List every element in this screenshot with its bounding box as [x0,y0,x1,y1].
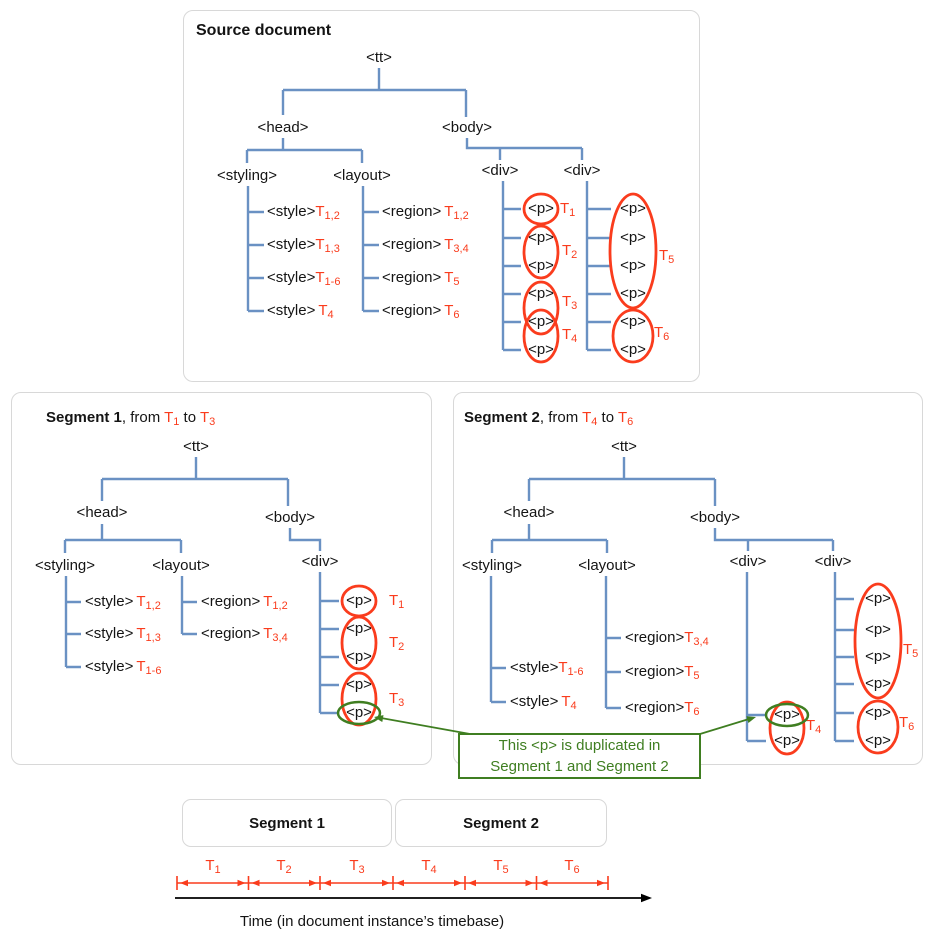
seg2-p-node: <p> [865,590,891,607]
seg1-p-node: <p> [346,648,372,665]
source-p-node: <p> [528,341,554,358]
seg2-node-div2: <div> [814,553,852,570]
interval-ruler [176,876,609,890]
source-style-node: <style>T1,2 [267,203,340,222]
timeline-segment1-label: Segment 1 [249,814,325,832]
annotation-line2: Segment 1 and Segment 2 [490,758,669,775]
seg2-style-node: <style>T1-6 [510,659,584,678]
seg1-region-node: <region> T1,2 [201,593,288,612]
seg1-time-label-t2: T2 [389,634,405,653]
source-p-node: <p> [620,229,646,246]
seg1-region-node: <region> T3,4 [201,625,288,644]
source-region-node: <region> T5 [382,269,460,288]
seg1-node-head: <head> [76,504,128,521]
seg2-p-node: <p> [865,732,891,749]
seg2-p-node: <p> [865,704,891,721]
source-p-node: <p> [528,285,554,302]
seg1-time-label-t3: T3 [389,690,405,709]
time-label-t6: T6 [654,324,670,343]
source-node-layout: <layout> [333,167,391,184]
seg2-p-node: <p> [774,706,800,723]
seg2-node-tt: <tt> [611,438,637,455]
segment2-title: Segment 2, from T4 to T6 [464,409,634,428]
source-style-node: <style>T1,3 [267,236,340,255]
seg2-node-div1: <div> [729,553,767,570]
interval-label-t4: T4 [421,857,437,876]
timeline-segment2-label: Segment 2 [463,814,539,832]
seg2-node-body: <body> [689,509,741,526]
seg1-style-node: <style> T1,3 [85,625,161,644]
seg2-region-node: <region>T6 [625,699,700,718]
source-node-body: <body> [441,119,493,136]
source-node-head: <head> [257,119,309,136]
source-region-node: <region> T6 [382,302,460,321]
interval-arrowheads [180,879,605,887]
segment1-title: Segment 1, from T1 to T3 [46,409,216,428]
seg1-style-node: <style> T1-6 [85,658,162,677]
source-region-node: <region> T1,2 [382,203,469,222]
annotation-line1: This <p> is duplicated in [498,737,661,754]
source-p-node: <p> [620,257,646,274]
source-node-div2: <div> [563,162,601,179]
source-p-node: <p> [620,200,646,217]
seg2-node-layout: <layout> [578,557,636,574]
time-axis-arrowhead [641,893,652,903]
seg2-node-styling: <styling> [461,557,523,574]
time-label-t2: T2 [562,242,578,261]
source-region-node: <region> T3,4 [382,236,469,255]
seg2-time-label-t5: T5 [903,641,919,660]
source-p-node: <p> [528,229,554,246]
seg2-region-node: <region>T5 [625,663,700,682]
interval-label-t5: T5 [493,857,509,876]
time-label-t1: T1 [560,200,576,219]
seg2-p-node: <p> [774,732,800,749]
seg1-node-layout: <layout> [152,557,210,574]
source-title: Source document [196,22,332,39]
seg1-node-styling: <styling> [34,557,96,574]
seg1-p-node: <p> [346,620,372,637]
seg1-p-node: <p> [346,676,372,693]
seg1-style-node: <style> T1,2 [85,593,161,612]
source-node-styling: <styling> [216,167,278,184]
source-p-node: <p> [620,285,646,302]
source-node-div1: <div> [481,162,519,179]
seg1-node-body: <body> [264,509,316,526]
source-p-node: <p> [528,200,554,217]
seg2-node-head: <head> [503,504,555,521]
source-p-node: <p> [528,257,554,274]
seg2-p-node: <p> [865,675,891,692]
seg1-node-div: <div> [301,553,339,570]
interval-label-t1: T1 [205,857,221,876]
source-node-tt: <tt> [366,49,392,66]
source-style-node: <style> T4 [267,302,334,321]
source-p-node: <p> [528,313,554,330]
interval-label-t6: T6 [564,857,580,876]
interval-label-t2: T2 [276,857,292,876]
seg2-p-node: <p> [865,621,891,638]
seg2-p-node: <p> [865,648,891,665]
seg1-node-tt: <tt> [183,438,209,455]
seg2-time-label-t4: T4 [806,717,822,736]
interval-ruler-line [176,876,609,890]
seg1-p-node: <p> [346,592,372,609]
timeline-segment1-box: Segment 1 [182,799,392,847]
annotation-box: This <p> is duplicated in Segment 1 and … [458,733,701,779]
seg1-p-node: <p> [346,704,372,721]
source-p-node: <p> [620,341,646,358]
source-style-node: <style>T1-6 [267,269,341,288]
timeline-segment2-box: Segment 2 [395,799,607,847]
time-label-t5: T5 [659,247,675,266]
time-axis [175,893,652,903]
time-label-t4: T4 [562,326,578,345]
interval-label-t3: T3 [349,857,365,876]
seg2-time-label-t6: T6 [899,714,915,733]
time-axis-label: Time (in document instance’s timebase) [239,913,505,930]
seg2-style-node: <style> T4 [510,693,577,712]
seg1-time-label-t1: T1 [389,592,405,611]
source-p-node: <p> [620,313,646,330]
seg2-region-node: <region>T3,4 [625,629,709,648]
time-label-t3: T3 [562,293,578,312]
